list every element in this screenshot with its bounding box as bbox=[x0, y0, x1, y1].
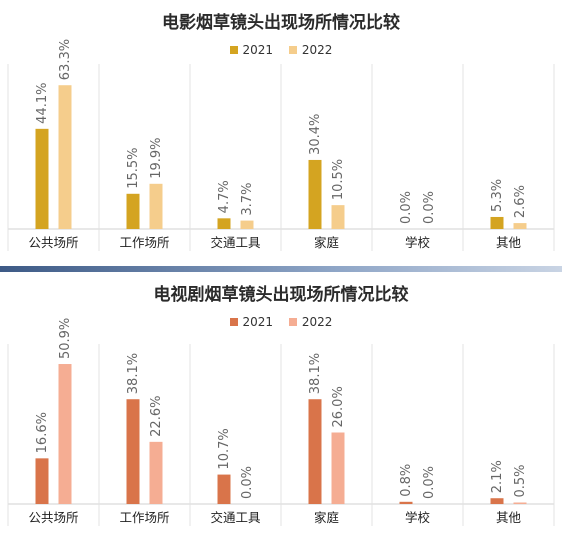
bar-2022 bbox=[513, 502, 527, 504]
chart-legend: 2021 2022 bbox=[0, 315, 562, 329]
bar-2022 bbox=[331, 205, 345, 229]
legend-swatch-2022 bbox=[288, 46, 297, 54]
data-label: 10.7% bbox=[217, 428, 232, 469]
data-label: 38.1% bbox=[308, 353, 323, 394]
data-label: 0.0% bbox=[240, 466, 255, 499]
data-label: 38.1% bbox=[126, 353, 141, 394]
legend-label-2022: 2022 bbox=[301, 43, 333, 57]
x-tick-label: 家庭 bbox=[314, 510, 340, 525]
bar-2021 bbox=[308, 399, 322, 504]
tv-chart-panel: 电视剧烟草镜头出现场所情况比较 2021 2022 16.6% 50.9% 公共场所… bbox=[0, 272, 562, 540]
data-label: 0.0% bbox=[422, 191, 437, 224]
bar-2021 bbox=[490, 498, 504, 504]
bar-2021 bbox=[399, 501, 413, 504]
data-label: 0.0% bbox=[399, 191, 414, 224]
data-label: 26.0% bbox=[331, 386, 346, 427]
tv-chart-plot: 16.6% 50.9% 公共场所 38.1% 22.6% 工作场所 10.7% 0.0% 交通工… bbox=[7, 318, 555, 526]
bar-2021 bbox=[35, 458, 49, 504]
data-label: 15.5% bbox=[126, 147, 141, 188]
x-tick-label: 家庭 bbox=[314, 235, 340, 250]
data-label: 10.5% bbox=[331, 159, 346, 200]
data-label: 30.4% bbox=[308, 114, 323, 155]
legend-item-2022: 2022 bbox=[288, 315, 333, 329]
chart-title: 电视剧烟草镜头出现场所情况比较 bbox=[153, 285, 409, 305]
movie-chart-plot: 44.1% 63.3% 公共场所 15.5% 19.9% 工作场所 4.7% 3.7% 交通工具… bbox=[7, 39, 555, 251]
data-label: 2.6% bbox=[513, 185, 528, 218]
x-tick-label: 交通工具 bbox=[210, 235, 261, 250]
x-tick-label: 交通工具 bbox=[210, 510, 261, 525]
x-tick-label: 工作场所 bbox=[119, 235, 169, 250]
bar-2021 bbox=[217, 218, 231, 229]
bar-2021 bbox=[126, 399, 140, 504]
bar-2021 bbox=[308, 159, 322, 229]
x-tick-label: 公共场所 bbox=[28, 235, 78, 250]
x-tick-label: 学校 bbox=[405, 510, 431, 525]
movie-chart-panel: 电影烟草镜头出现场所情况比较 2021 2022 44.1% 63.3% 公共场所 1… bbox=[0, 0, 562, 268]
bar-2022 bbox=[331, 432, 345, 504]
x-tick-label: 其他 bbox=[496, 235, 522, 250]
section-divider bbox=[0, 266, 562, 273]
x-tick-label: 工作场所 bbox=[119, 510, 169, 525]
bar-2022 bbox=[149, 183, 163, 229]
bar-2021 bbox=[35, 128, 49, 229]
data-label: 22.6% bbox=[149, 396, 164, 437]
data-label: 2.1% bbox=[490, 460, 505, 493]
data-label: 19.9% bbox=[149, 137, 164, 178]
bar-2021 bbox=[217, 474, 231, 504]
data-label: 3.7% bbox=[240, 183, 255, 216]
bar-2021 bbox=[126, 193, 140, 229]
legend-swatch-2021 bbox=[229, 318, 238, 326]
legend-item-2021: 2021 bbox=[229, 315, 274, 329]
legend-label-2021: 2021 bbox=[242, 315, 274, 329]
bar-2022 bbox=[149, 441, 163, 504]
data-label: 50.9% bbox=[58, 318, 73, 359]
bar-2021 bbox=[490, 216, 504, 229]
legend-swatch-2021 bbox=[229, 46, 238, 54]
x-tick-label: 其他 bbox=[496, 510, 522, 525]
data-label: 63.3% bbox=[58, 39, 73, 80]
bar-2022 bbox=[513, 223, 527, 229]
chart-title: 电影烟草镜头出现场所情况比较 bbox=[162, 13, 400, 33]
legend-item-2022: 2022 bbox=[288, 43, 333, 57]
data-label: 16.6% bbox=[35, 412, 50, 453]
data-label: 4.7% bbox=[217, 180, 232, 213]
legend-swatch-2022 bbox=[288, 318, 297, 326]
data-label: 44.1% bbox=[35, 83, 50, 124]
data-label: 0.5% bbox=[513, 464, 528, 497]
data-label: 0.0% bbox=[422, 466, 437, 499]
chart-legend: 2021 2022 bbox=[0, 43, 562, 57]
data-label: 0.8% bbox=[399, 464, 414, 497]
legend-label-2021: 2021 bbox=[242, 43, 274, 57]
data-label: 5.3% bbox=[490, 179, 505, 212]
legend-label-2022: 2022 bbox=[301, 315, 333, 329]
x-tick-label: 公共场所 bbox=[28, 510, 78, 525]
bar-2022 bbox=[58, 85, 72, 230]
legend-item-2021: 2021 bbox=[229, 43, 274, 57]
bar-2022 bbox=[240, 220, 254, 229]
x-tick-label: 学校 bbox=[405, 235, 431, 250]
bar-2022 bbox=[58, 364, 72, 504]
